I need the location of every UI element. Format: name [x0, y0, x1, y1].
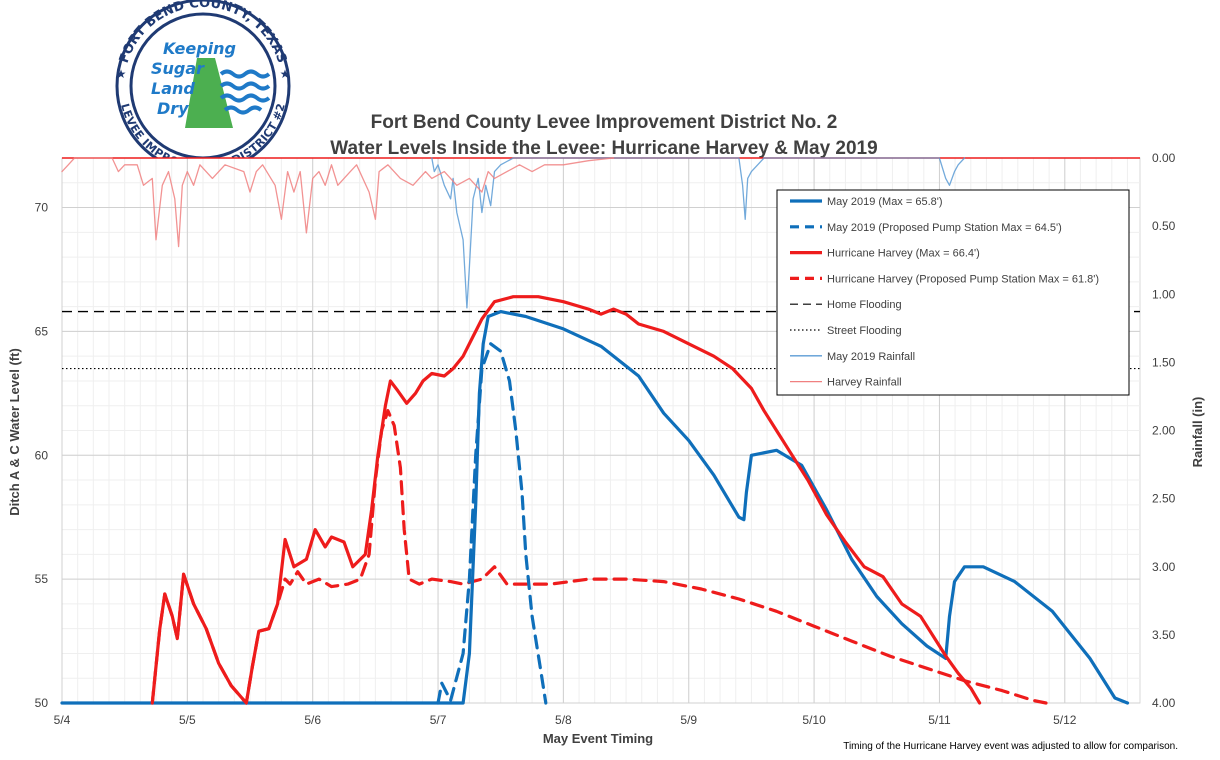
y2-tick-label: 1.50 — [1152, 355, 1176, 369]
legend-label-0: May 2019 (Max = 65.8') — [827, 196, 943, 208]
y-tick-label: 70 — [35, 201, 49, 215]
legend: May 2019 (Max = 65.8') May 2019 (Proposed… — [776, 189, 1130, 396]
x-tick-label: 5/12 — [1053, 713, 1077, 727]
chart-title-line-1: Fort Bend County Levee Improvement Distr… — [371, 112, 838, 133]
legend-label-1: May 2019 (Proposed Pump Station Max = 64… — [827, 222, 1062, 234]
y-axis-title: Ditch A & C Water Level (ft) — [7, 348, 22, 516]
y2-tick-label: 3.50 — [1152, 628, 1176, 642]
logo-line-4: Dry — [157, 99, 189, 118]
series-line-1 — [436, 342, 548, 705]
logo-star-left-icon: ★ — [116, 67, 127, 81]
axes: 5/4 5/5 5/6 5/7 5/8 5/9 5/10 5/11 5/12 50 55 60 65 70… — [35, 151, 1176, 727]
legend-label-7: Harvey Rainfall — [827, 377, 902, 389]
y2-tick-label: 2.50 — [1152, 492, 1176, 506]
legend-label-4: Home Flooding — [827, 299, 902, 311]
x-axis-title: May Event Timing — [543, 731, 653, 746]
logo-water-waves-icon — [219, 69, 271, 115]
y-tick-label: 55 — [35, 572, 49, 586]
legend-label-3: Hurricane Harvey (Proposed Pump Station … — [827, 273, 1099, 285]
y-tick-label: 65 — [35, 324, 49, 338]
legend-label-2: Hurricane Harvey (Max = 66.4') — [827, 248, 980, 260]
y2-tick-label: 2.00 — [1152, 424, 1176, 438]
plot-grid — [61, 157, 1141, 704]
district-logo: FORT BEND COUNTY, TEXAS LEVEE IMPROVEMEN… — [115, 0, 291, 174]
y2-tick-label: 3.00 — [1152, 560, 1176, 574]
y2-tick-label: 4.00 — [1152, 696, 1176, 710]
x-tick-label: 5/6 — [304, 713, 321, 727]
x-tick-label: 5/11 — [928, 713, 951, 727]
x-tick-label: 5/9 — [680, 713, 697, 727]
logo-line-3: Land — [151, 79, 195, 98]
x-tick-label: 5/4 — [54, 713, 71, 727]
footnote: Timing of the Hurricane Harvey event was… — [843, 741, 1178, 752]
y-tick-label: 60 — [35, 448, 49, 462]
series-line-0 — [60, 310, 1130, 705]
series-line-6 — [431, 157, 966, 309]
series-layer — [60, 157, 1130, 705]
x-tick-label: 5/5 — [179, 713, 196, 727]
logo-levee-hill-icon — [185, 58, 233, 128]
series-line-3 — [150, 409, 1048, 705]
legend-label-5: Street Flooding — [827, 325, 902, 337]
y2-tick-label: 0.00 — [1152, 151, 1176, 165]
y2-axis-title: Rainfall (in) — [1190, 397, 1205, 468]
chart-title-line-2: Water Levels Inside the Levee: Hurricane… — [330, 138, 877, 159]
series-line-7 — [61, 157, 615, 248]
y-tick-label: 50 — [35, 696, 49, 710]
x-tick-label: 5/10 — [802, 713, 826, 727]
y2-tick-label: 0.50 — [1152, 219, 1176, 233]
logo-star-right-icon: ★ — [280, 67, 291, 81]
y2-tick-label: 1.00 — [1152, 287, 1176, 301]
x-tick-label: 5/7 — [430, 713, 447, 727]
legend-label-6: May 2019 Rainfall — [827, 351, 915, 363]
logo-line-1: Keeping — [163, 39, 236, 58]
series-line-2 — [150, 295, 982, 705]
logo-line-2: Sugar — [151, 59, 205, 78]
x-tick-label: 5/8 — [555, 713, 572, 727]
